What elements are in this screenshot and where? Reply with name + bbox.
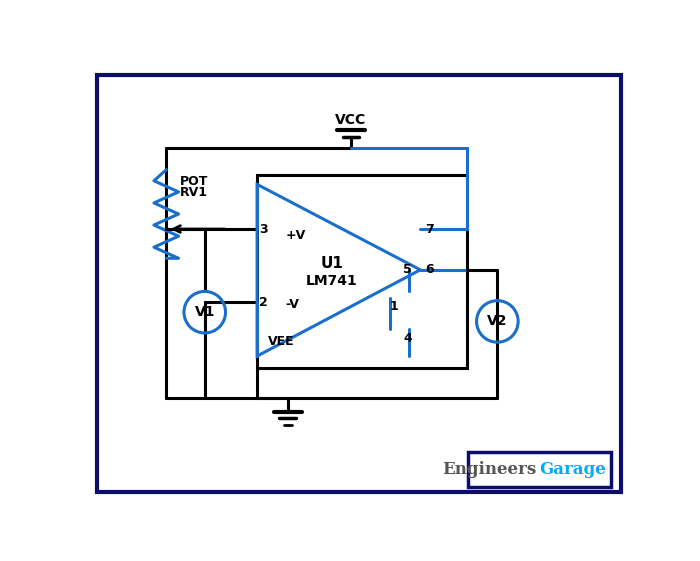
Text: 4: 4 [403, 332, 412, 345]
Text: Garage: Garage [539, 461, 606, 478]
Text: 3: 3 [260, 223, 268, 236]
Text: VCC: VCC [335, 113, 367, 127]
Text: +V: +V [286, 229, 306, 242]
Text: V1: V1 [195, 305, 215, 319]
Text: V2: V2 [487, 314, 508, 328]
Text: 5: 5 [403, 263, 412, 277]
Text: -V: -V [286, 298, 300, 311]
Text: LM741: LM741 [306, 274, 358, 288]
Text: 1: 1 [389, 300, 398, 312]
Text: 2: 2 [260, 296, 268, 309]
Text: POT: POT [180, 175, 209, 188]
Text: 6: 6 [425, 263, 433, 277]
Text: 7: 7 [425, 223, 434, 236]
Text: U1: U1 [321, 256, 343, 271]
Text: VEE: VEE [268, 335, 295, 348]
Bar [468, 452, 610, 487]
Bar [257, 175, 466, 367]
Text: Engineers: Engineers [442, 461, 536, 478]
Text: RV1: RV1 [180, 186, 208, 199]
